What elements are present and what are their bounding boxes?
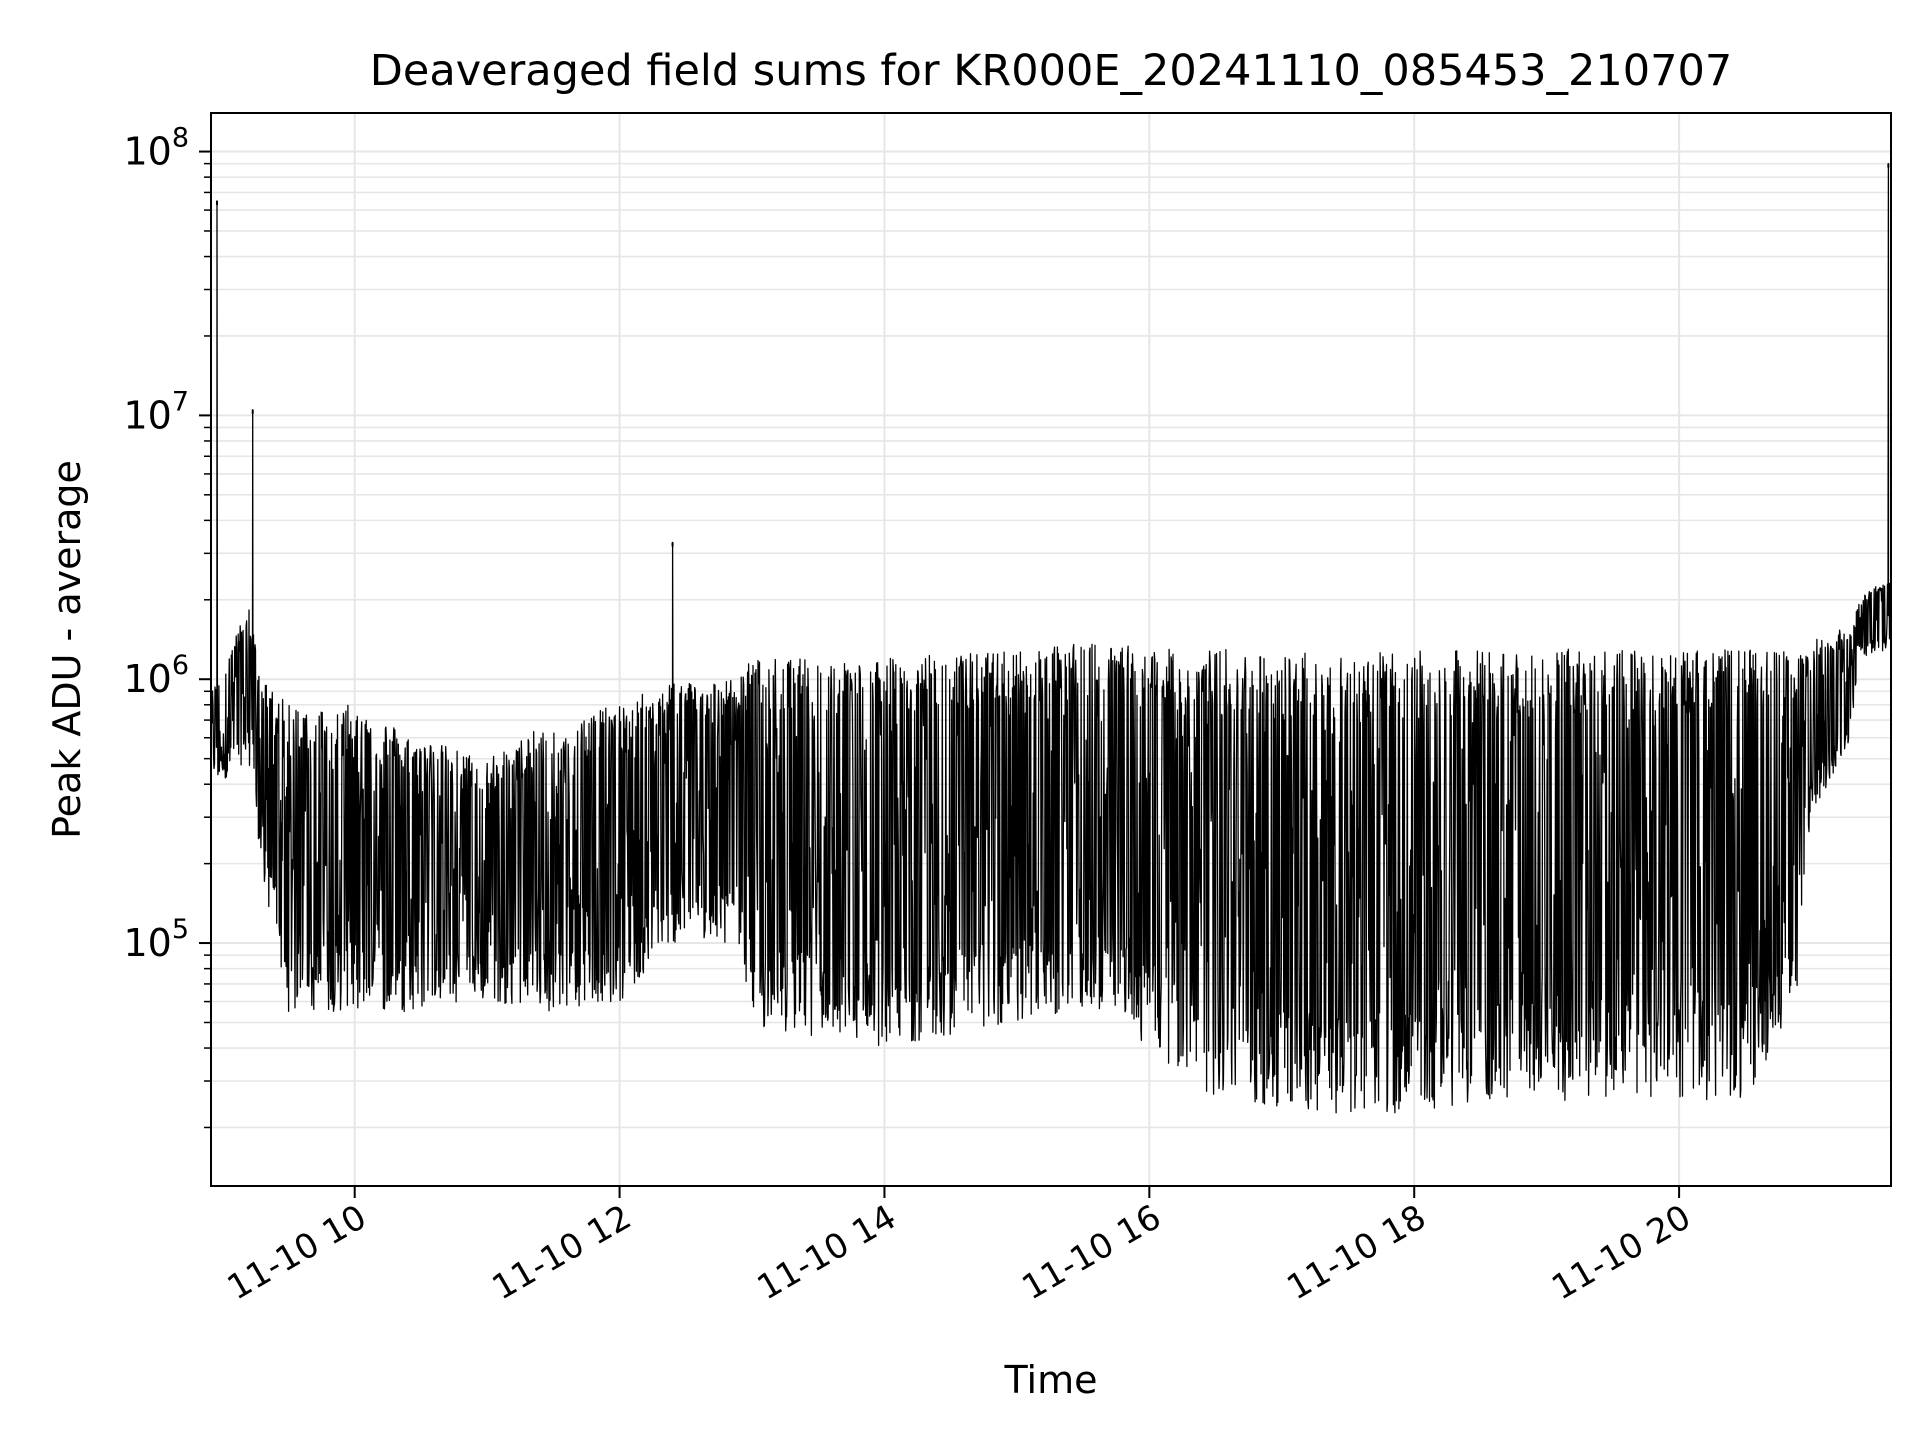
- plot-area-frame: [210, 112, 1892, 1187]
- y-tick-label: 107: [123, 386, 189, 437]
- y-tick-base: 10: [123, 130, 171, 174]
- y-tick-label: 106: [123, 650, 189, 701]
- x-axis-label: Time: [1004, 1358, 1098, 1402]
- y-tick-base: 10: [123, 657, 171, 701]
- y-tick-exponent: 7: [172, 386, 189, 417]
- y-tick-label: 105: [123, 914, 189, 965]
- y-axis-label: Peak ADU - average: [45, 460, 89, 839]
- y-tick-exponent: 5: [172, 914, 189, 945]
- y-tick-exponent: 6: [172, 650, 189, 681]
- y-tick-base: 10: [123, 393, 171, 437]
- chart-title: Deaveraged field sums for KR000E_2024111…: [370, 46, 1732, 96]
- series-black-line: [211, 162, 1891, 1114]
- y-tick-base: 10: [123, 921, 171, 965]
- series-line-path: [211, 162, 1891, 1114]
- y-tick-exponent: 8: [172, 123, 189, 154]
- y-tick-label: 108: [123, 123, 189, 174]
